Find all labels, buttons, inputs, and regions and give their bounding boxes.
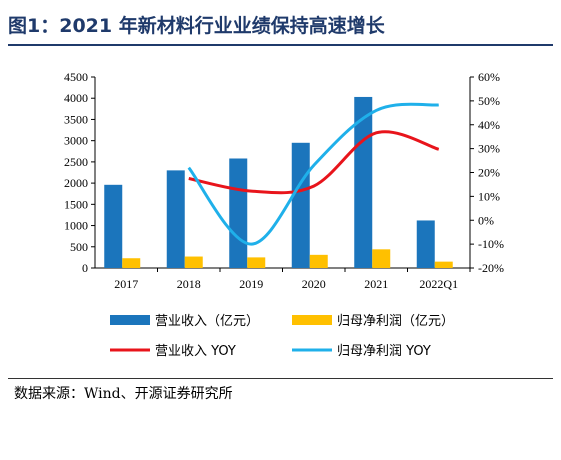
left-tick-label: 4500 [64,70,88,84]
revenue-yoy-line [188,130,440,195]
left-tick-label: 2500 [64,155,88,169]
profit-bar [122,258,141,268]
right-tick-label: 20% [478,166,500,180]
revenue-legend-label: 营业收入（亿元） [155,314,259,329]
x-tick-label: 2018 [177,277,201,291]
title-underline [8,44,553,46]
left-tick-label: 4000 [64,91,88,105]
left-tick-label: 1500 [64,197,88,211]
left-tick-label: 3500 [64,112,88,126]
revenue-bar [104,184,123,268]
profit-bar [184,256,203,268]
profit-bar [372,249,391,268]
left-tick-label: 3000 [64,134,88,148]
revenue-yoy-legend-label: 营业收入 YOY [155,344,236,359]
right-tick-label: 30% [478,142,500,156]
profit-bar [434,261,453,268]
source-note: 数据来源：Wind、开源证券研究所 [14,386,233,402]
right-tick-label: 60% [478,70,500,84]
profit-bar [309,254,328,268]
revenue-bar [229,158,248,268]
right-tick-label: -10% [478,237,504,251]
right-tick-label: 0% [478,213,494,227]
profit-bar [247,257,266,268]
profit-legend-swatch [292,315,332,325]
left-tick-label: 2000 [64,176,88,190]
revenue-bar [354,96,373,269]
right-tick-label: 50% [478,94,500,108]
revenue-bar [166,170,185,268]
x-tick-label: 2019 [239,277,263,291]
source-divider [8,378,553,379]
line-series-group [187,102,440,246]
chart-axes: 0 500 1000 1500 2000 2500 3000 3500 4000 4500 -20%… [64,70,504,291]
chart-title: 图1：2021 年新材料行业业绩保持高速增长 [8,15,385,37]
bar-series-group [104,96,453,269]
right-tick-label: 40% [478,118,500,132]
right-tick-label: -20% [478,261,504,275]
chart-legend: 营业收入（亿元） 归母净利润（亿元） 营业收入 YOY 归母净利润 YOY [110,314,454,359]
x-tick-label: 2017 [114,277,138,291]
revenue-legend-swatch [110,315,150,325]
x-tick-label: 2021 [364,277,388,291]
left-tick-label: 500 [70,240,88,254]
profit-yoy-legend-label: 归母净利润 YOY [337,344,431,359]
revenue-bar [291,142,310,268]
revenue-bar [416,220,435,268]
x-tick-label: 2020 [302,277,326,291]
profit-yoy-line [187,102,439,246]
right-tick-label: 10% [478,189,500,203]
profit-legend-label: 归母净利润（亿元） [337,314,454,329]
left-tick-label: 0 [82,261,88,275]
x-tick-label: 2022Q1 [419,277,458,291]
left-tick-label: 1000 [64,219,88,233]
